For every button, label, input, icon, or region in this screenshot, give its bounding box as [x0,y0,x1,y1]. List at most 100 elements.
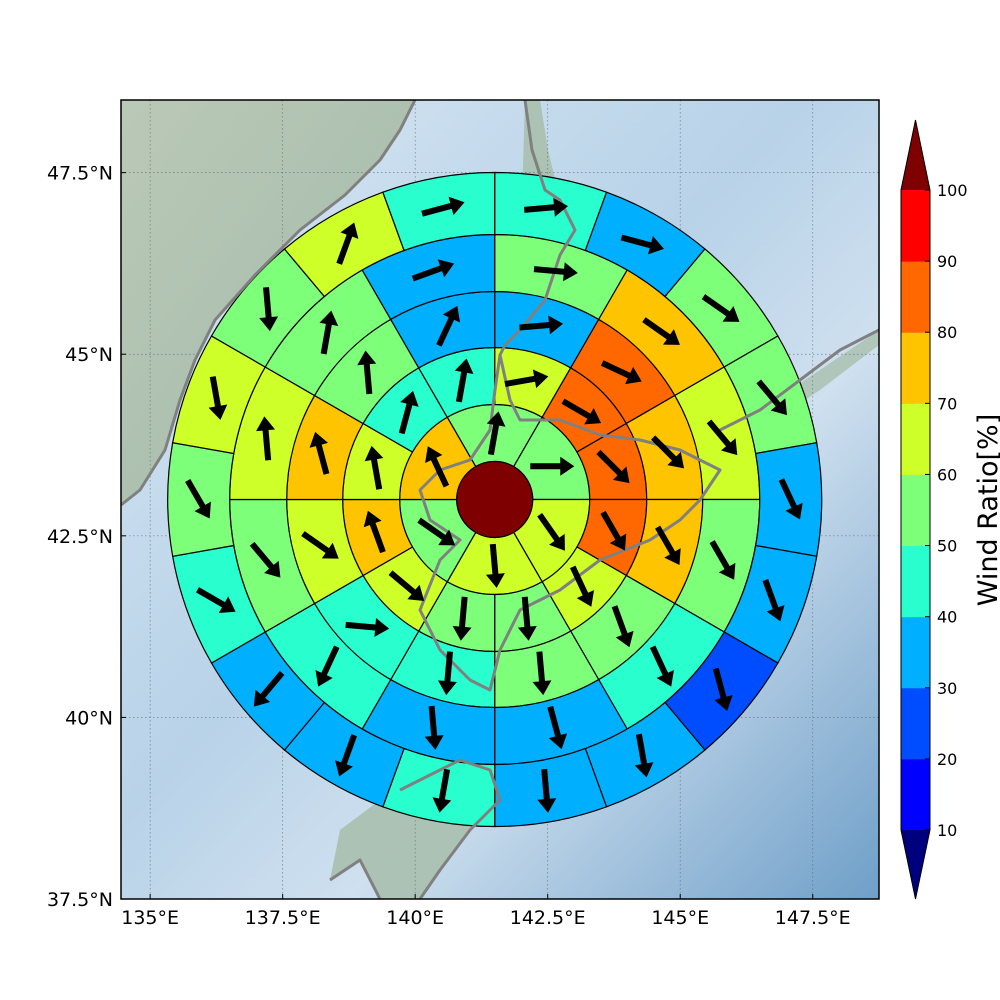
wind-arrow [570,565,595,607]
latitude-ticks: 37.5°N 40°N 42.5°N 45°N 47.5°N [47,163,126,911]
lon-tick-label: 147.5°E [775,907,851,929]
wind-arrow [532,651,552,696]
lat-tick-label: 40°N [65,707,113,729]
lon-tick-label: 142.5°E [510,907,586,929]
wind-arrow [651,435,685,469]
colorbar-bin [901,474,930,547]
colorbar-tick-label: 80 [937,323,957,342]
wind-arrow [249,541,281,578]
wind-arrow [398,390,419,435]
wind-arrow [701,294,740,322]
wind-arrow [712,667,733,712]
wind-arrow [301,531,339,559]
coastline-hokkaido [418,353,722,692]
wind-arrow [315,645,340,687]
wind-arrow [709,540,736,580]
wind-arrow [357,350,377,395]
colorbar-ticks: 10 20 30 40 50 60 70 80 90 100 [925,181,968,840]
wind-arrow [547,705,568,750]
wind-arrow [436,305,461,347]
wind-arrow [335,734,358,777]
wind-arrow [364,445,384,490]
wind-arrow [421,196,465,217]
map-plot-area [121,100,879,899]
colorbar-bin [901,403,930,475]
wind-arrow [620,234,664,255]
lat-tick-label: 45°N [65,344,113,366]
colorbar-tick-label: 50 [937,537,957,556]
wind-arrow [425,446,450,488]
colorbar-tick-label: 60 [937,465,957,484]
wind-arrow [424,705,444,750]
wind-arrow [655,525,681,566]
lon-tick-label: 135°E [121,907,179,929]
wind-arrow [517,596,537,641]
colorbar-bin [901,758,930,831]
wind-arrow [634,733,654,778]
wind-arrow [504,369,549,389]
colorbar-tick-label: 10 [937,821,957,840]
wind-arrow [523,197,569,217]
lat-tick-label: 37.5°N [47,889,113,911]
colorbar-bin [901,332,930,404]
wind-arrow [600,510,627,551]
colorbar-tick-label: 100 [937,181,968,200]
wind-arrow [762,579,785,622]
colorbar-bin [901,687,930,760]
wind-arrow [537,768,557,813]
wind-arrow [437,651,457,696]
wind-arrow [309,431,330,475]
wind-arrow [778,478,803,520]
colorbar-bin [901,545,930,618]
coastline-continent [121,100,417,507]
map-frame [120,99,880,900]
wind-ratio-sectors [167,171,823,828]
wind-arrow [530,456,575,476]
wind-arrow [253,670,285,707]
wind-arrow [537,513,565,551]
wind-arrow [756,379,787,416]
wind-arrow [611,605,634,648]
wind-arrow [706,419,738,456]
wind-arrow [388,570,425,601]
wind-arrow [195,587,236,613]
colorbar-extend-bottom [901,830,930,899]
colorbar-bin [901,616,930,689]
colorbar-bin [901,261,930,333]
colorbar-bin [901,190,930,262]
colorbar-label: Wind Ratio[%] [973,414,1000,606]
lat-tick-label: 42.5°N [47,526,113,548]
wind-arrow [185,478,211,519]
colorbar-tick-label: 20 [937,750,957,769]
wind-arrow [485,543,505,588]
wind-arrow [454,358,474,403]
colorbar-tick-label: 90 [937,252,957,271]
wind-arrow [417,517,456,546]
wind-arrow [533,262,578,282]
wind-arrow [256,416,276,461]
wind-arrow [345,617,390,637]
wind-arrow [596,449,630,484]
center-disc [456,460,534,539]
colorbar-tick-label: 70 [937,394,957,413]
coastlines [121,100,879,899]
lat-tick-label: 47.5°N [47,163,113,185]
wind-arrow [363,510,386,554]
wind-arrow [452,596,472,641]
colorbar-tick-label: 30 [937,679,957,698]
wind-arrow [208,376,228,420]
wind-arrow [600,360,642,385]
lon-tick-label: 137.5°E [245,907,321,929]
lon-tick-label: 145°E [651,907,709,929]
coastline-sakhalin [498,100,577,356]
wind-arrow [519,315,564,335]
colorbar [900,119,931,900]
wind-arrow [642,317,680,345]
wind-arrow [319,310,339,355]
colorbar-tick-label: 40 [937,608,957,627]
wind-arrows [185,196,803,813]
lon-tick-label: 140°E [386,907,444,929]
longitude-ticks: 135°E 137.5°E 140°E 142.5°E 145°E 147.5°E [121,894,851,929]
continent-landmass [121,100,415,505]
